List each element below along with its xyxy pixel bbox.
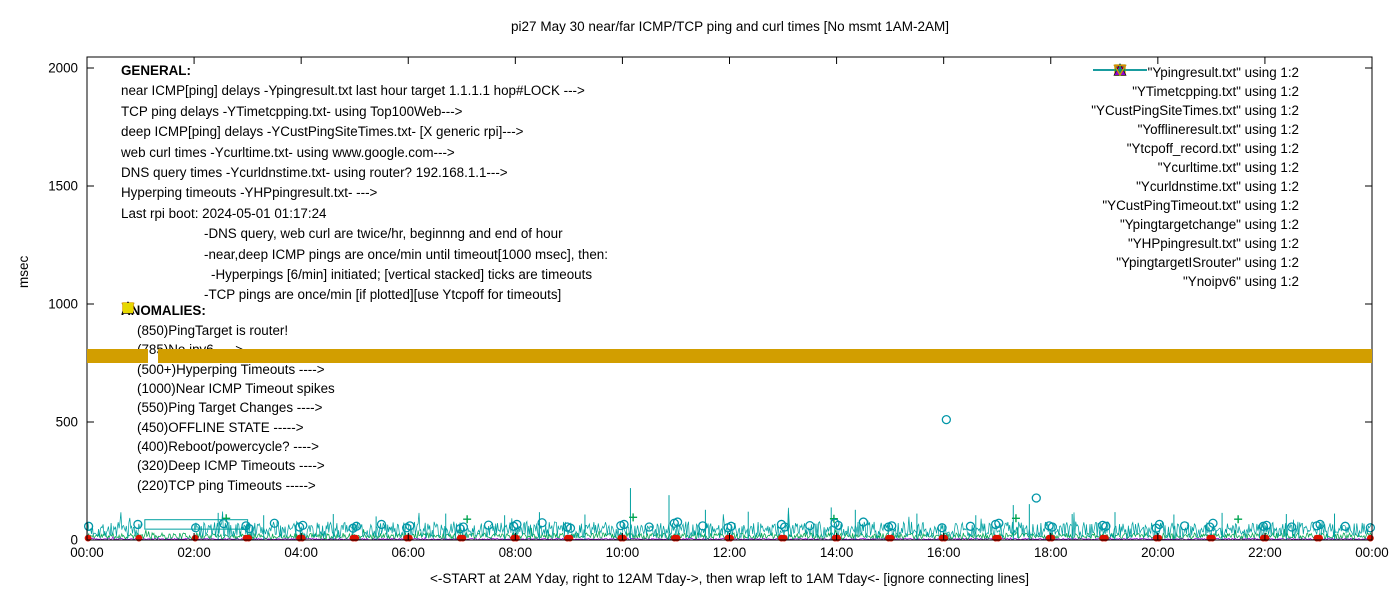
legend-label: "Ypingtargetchange" using 1:2 <box>1119 217 1299 232</box>
legend-item: "Ytcpoff_record.txt" using 1:2 <box>1091 65 1367 158</box>
anomaly-item: (220)TCP ping Timeouts -----> <box>121 303 335 494</box>
y-tick-label: 1000 <box>48 297 78 312</box>
x-tick-label: 06:00 <box>391 545 425 560</box>
anomaly-item: (400)Reboot/powercycle? ----> <box>121 437 335 456</box>
legend-item: "Ynoipv6" using 1:2 <box>1091 64 1367 291</box>
x-axis-label: <-START at 2AM Yday, right to 12AM Tday-… <box>430 571 1029 586</box>
y-tick-label: 1500 <box>48 179 78 194</box>
general-line: deep ICMP[ping] delays -YCustPingSiteTim… <box>121 124 524 140</box>
legend-item: "Yofflineresult.txt" using 1:2 <box>1091 64 1367 139</box>
x-tick-label: 08:00 <box>499 545 533 560</box>
x-tick-label: 00:00 <box>70 545 104 560</box>
legend-item: "YpingtargetISrouter" using 1:2 <box>1091 64 1367 272</box>
series-hyperping-timeouts <box>222 513 1243 524</box>
general-line: -Hyperpings [6/min] initiated; [vertical… <box>211 267 593 283</box>
general-line: TCP ping delays -YTimetcpping.txt- using… <box>121 103 463 119</box>
anomaly-label: (500+)Hyperping Timeouts ----> <box>137 361 325 377</box>
general-annotations: GENERAL: near ICMP[ping] delays -Ypingre… <box>121 61 608 306</box>
x-tick-label: 00:00 <box>1355 545 1389 560</box>
anomaly-item: (450)OFFLINE STATE -----> <box>121 302 335 436</box>
general-heading: GENERAL: <box>121 63 191 78</box>
y-tick-label: 500 <box>56 415 78 430</box>
legend-label: "Ypingresult.txt" using 1:2 <box>1147 65 1299 80</box>
anomalies-annotations: ANOMALIES: (850)PingTarget is router!(78… <box>121 301 335 495</box>
general-lines: near ICMP[ping] delays -Ypingresult.txt … <box>121 81 608 305</box>
anomalies-heading: ANOMALIES: <box>121 303 206 318</box>
general-line: Hyperping timeouts -YHPpingresult.txt- -… <box>121 185 378 201</box>
x-tick-label: 10:00 <box>606 545 640 560</box>
general-line: near ICMP[ping] delays -Ypingresult.txt … <box>121 83 585 99</box>
noipv6-band <box>87 348 148 363</box>
y-axis-label: msec <box>16 255 31 288</box>
legend-label: "Ycurldnstime.txt" using 1:2 <box>1136 179 1299 194</box>
anomaly-label: (400)Reboot/powercycle? ----> <box>137 438 319 454</box>
legend-label: "Ycurltime.txt" using 1:2 <box>1157 160 1299 175</box>
legend-label: "Ytcpoff_record.txt" using 1:2 <box>1126 141 1299 156</box>
axes: 00:00 02:00 04:00 06:00 08:00 10:00 12:00 14:00… <box>48 56 1389 560</box>
general-line: -DNS query, web curl are twice/hr, begin… <box>204 226 563 242</box>
x-tick-label: 04:00 <box>284 545 318 560</box>
x-tick-label: 22:00 <box>1248 545 1282 560</box>
anomaly-label: (450)OFFLINE STATE -----> <box>137 419 304 435</box>
anomaly-label: (850)PingTarget is router! <box>137 323 289 339</box>
legend-item: "YHPpingresult.txt" using 1:2 <box>1091 64 1367 253</box>
legend-label: "YCustPingSiteTimes.txt" using 1:2 <box>1091 103 1299 118</box>
anomaly-item: (320)Deep ICMP Timeouts ----> <box>121 301 335 475</box>
legend-label: "Yofflineresult.txt" using 1:2 <box>1137 122 1299 137</box>
x-tick-label: 16:00 <box>927 545 961 560</box>
y-tick-label: 2000 <box>48 61 78 76</box>
y-tick-label: 0 <box>71 533 78 548</box>
anomaly-item: (1000)Near ICMP Timeout spikes <box>121 379 335 398</box>
x-tick-label: 18:00 <box>1034 545 1068 560</box>
legend-item: "Ypingtargetchange" using 1:2 <box>1091 64 1367 234</box>
anomaly-label: (220)TCP ping Timeouts -----> <box>137 477 316 493</box>
legend-item: "Ycurldnstime.txt" using 1:2 <box>1091 65 1367 196</box>
legend-label: "YCustPingTimeout.txt" using 1:2 <box>1102 198 1299 213</box>
anomaly-item: (550)Ping Target Changes ----> <box>121 302 335 417</box>
legend-label: "YpingtargetISrouter" using 1:2 <box>1116 255 1299 270</box>
anomaly-label: (550)Ping Target Changes ----> <box>137 400 323 416</box>
series-deep-icmp <box>86 507 1373 540</box>
general-line: web curl times -Ycurltime.txt- using www… <box>121 144 455 160</box>
x-tick-label: 12:00 <box>713 545 747 560</box>
general-line: DNS query times -Ycurldnstime.txt- using… <box>121 165 508 181</box>
legend-label: "YTimetcpping.txt" using 1:2 <box>1132 84 1299 99</box>
anomaly-items: (850)PingTarget is router!(785)No ipv6 -… <box>121 301 335 495</box>
anomaly-label: (320)Deep ICMP Timeouts ----> <box>137 458 325 474</box>
anomaly-item: (850)PingTarget is router! <box>121 302 335 340</box>
legend: "Ypingresult.txt" using 1:2 "YTimetcpping… <box>1091 63 1367 291</box>
legend-item: "YCustPingTimeout.txt" using 1:2 <box>1091 63 1367 215</box>
legend-label: "YHPpingresult.txt" using 1:2 <box>1127 236 1299 251</box>
x-tick-label: 02:00 <box>177 545 211 560</box>
legend-item: "YCustPingSiteTimes.txt" using 1:2 <box>1091 69 1367 120</box>
chart-title: pi27 May 30 near/far ICMP/TCP ping and c… <box>511 19 949 34</box>
general-line: -TCP pings are once/min [if plotted][use… <box>204 287 562 303</box>
x-tick-label: 20:00 <box>1141 545 1175 560</box>
general-line: -near,deep ICMP pings are once/min until… <box>204 246 608 262</box>
legend-label: "Ynoipv6" using 1:2 <box>1183 274 1299 289</box>
general-line: Last rpi boot: 2024-05-01 01:17:24 <box>121 205 327 221</box>
noipv6-band <box>157 348 1372 363</box>
x-tick-label: 14:00 <box>820 545 854 560</box>
series-curl-times <box>83 414 1376 534</box>
legend-item: "YTimetcpping.txt" using 1:2 <box>1091 69 1367 101</box>
legend-item: "Ycurltime.txt" using 1:2 <box>1091 64 1367 177</box>
anomaly-label: (1000)Near ICMP Timeout spikes <box>137 381 335 397</box>
series-deep-icmp-spikes <box>217 488 1336 540</box>
